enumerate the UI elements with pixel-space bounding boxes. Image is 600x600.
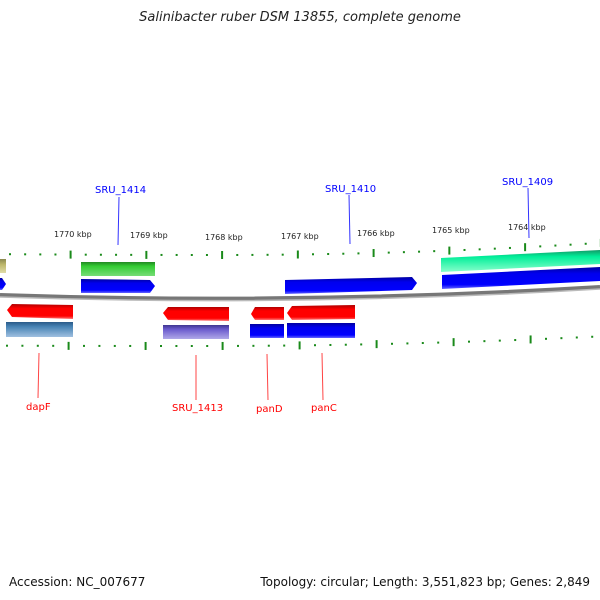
gene-arrow-panc[interactable]	[287, 305, 355, 320]
kbp-label: 1764 kbp	[508, 223, 546, 232]
accession-text: Accession: NC_007677	[9, 575, 146, 589]
gene-arrow-dapf[interactable]	[7, 304, 73, 319]
gene-label-panc[interactable]: panC	[311, 403, 337, 414]
gene-label-dapf[interactable]: dapF	[26, 402, 51, 413]
gene-feature-sru1413[interactable]	[163, 325, 229, 339]
gene-feature-pand[interactable]	[250, 324, 284, 338]
kbp-label: 1765 kbp	[432, 226, 470, 235]
kbp-label: 1769 kbp	[130, 231, 168, 240]
kbp-label: 1770 kbp	[54, 230, 92, 239]
gene-label-sru1409[interactable]: SRU_1409	[502, 177, 553, 188]
gene-feature-green[interactable]	[81, 262, 155, 276]
gene-label-pand[interactable]: panD	[256, 404, 283, 415]
gene-feature-dapf[interactable]	[6, 322, 73, 337]
gene-feature-panc[interactable]	[287, 323, 355, 338]
gene-label-sru1410[interactable]: SRU_1410	[325, 184, 376, 195]
gene-arrow-sru1414[interactable]	[81, 279, 155, 293]
gene-arrow-sru1410[interactable]	[285, 277, 417, 294]
gene-label-sru1413[interactable]: SRU_1413	[172, 403, 223, 414]
tick-marks	[6, 238, 600, 350]
map-title: Salinibacter ruber DSM 13855, complete g…	[139, 10, 461, 25]
kbp-label: 1768 kbp	[205, 233, 243, 242]
gene-arrow-pand[interactable]	[251, 307, 284, 320]
gene-feature-khaki[interactable]	[0, 259, 6, 273]
genome-backbone	[0, 285, 600, 301]
genome-summary-text: Topology: circular; Length: 3,551,823 bp…	[260, 575, 590, 589]
kbp-label: 1767 kbp	[281, 232, 319, 241]
gene-feature-mint[interactable]	[441, 250, 600, 272]
kbp-label: 1766 kbp	[357, 229, 395, 238]
gene-arrow-sru1409[interactable]	[442, 267, 600, 289]
gene-label-sru1414[interactable]: SRU_1414	[95, 185, 146, 196]
gene-arrow-sru1413[interactable]	[163, 307, 229, 321]
gene-arrow-forward[interactable]	[0, 278, 6, 290]
